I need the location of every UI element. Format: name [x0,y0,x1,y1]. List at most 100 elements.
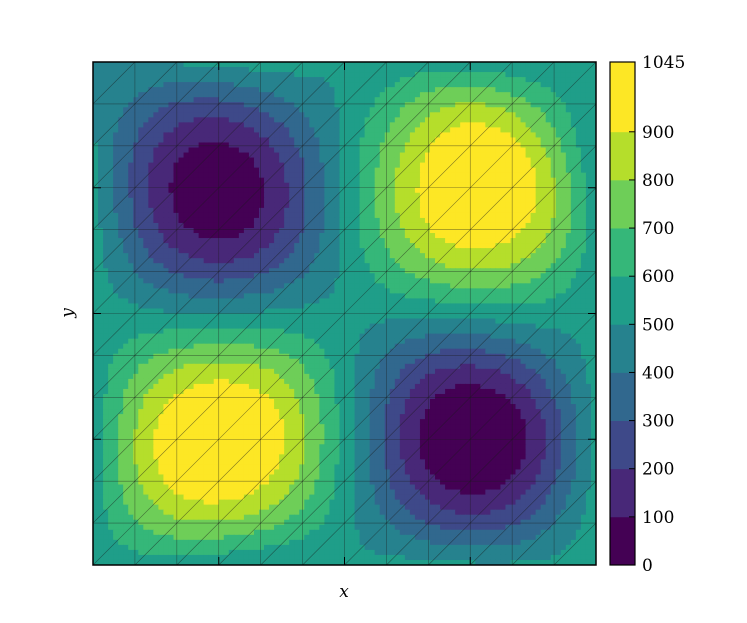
contour-cell [173,62,180,68]
contour-cell [389,77,396,83]
contour-cell [535,182,542,189]
contour-cell [455,192,461,199]
contour-cell [485,182,491,189]
contour-cell [133,217,139,224]
contour-cell [490,107,496,113]
contour-cell [394,142,401,149]
contour-cell [118,87,124,93]
contour-cell [138,243,144,249]
contour-cell [580,87,587,93]
contour-cell [505,293,512,300]
contour-cell [248,122,255,128]
contour-cell [123,107,129,113]
contour-cell [123,67,129,73]
contour-cell [243,233,250,239]
contour-cell [223,112,230,118]
contour-cell [304,92,310,98]
contour-cell [404,238,411,244]
contour-cell [238,127,245,134]
contour-cell [580,222,587,229]
contour-cell [93,212,99,219]
contour-cell [575,162,582,169]
contour-cell [213,142,220,149]
contour-cell [490,77,496,83]
contour-cell [545,293,552,300]
contour-cell [475,263,481,269]
contour-cell [590,117,596,123]
contour-cell [264,222,270,229]
contour-cell [485,263,491,269]
contour-cell [530,212,537,219]
contour-cell [379,112,386,118]
contour-cell [580,77,587,83]
contour-cell [138,167,144,174]
contour-cell [334,182,341,189]
contour-cell [590,197,596,204]
contour-cell [470,222,476,229]
contour-cell [535,127,542,134]
contour-cell [430,112,436,118]
contour-cell [138,308,144,315]
contour-cell [344,97,351,103]
contour-cell [530,207,537,214]
contour-cell [460,243,466,249]
contour-cell [208,197,215,204]
contour-cell [228,77,235,83]
contour-cell [93,147,99,154]
contour-cell [590,202,596,209]
contour-cell [289,152,295,159]
contour-cell [344,202,351,209]
contour-cell [289,172,295,179]
contour-cell [213,82,220,88]
contour-cell [228,187,235,194]
contour-cell [143,87,149,93]
contour-cell [188,92,195,98]
contour-cell [535,207,542,214]
contour-cell [419,62,426,68]
contour-cell [344,268,351,274]
contour-cell [515,212,522,219]
contour-cell [399,82,406,88]
contour-cell [409,167,416,174]
contour-cell [339,62,346,68]
contour-cell [304,117,310,123]
contour-cell [183,62,190,68]
contour-cell [253,182,260,189]
contour-cell [419,212,426,219]
contour-cell [374,243,381,249]
contour-cell [520,283,527,289]
contour-cell [409,217,416,224]
contour-cell [158,87,165,93]
contour-cell [178,62,185,68]
contour-cell [450,157,456,164]
contour-cell [414,248,421,254]
contour-cell [374,152,381,159]
contour-cell [188,117,195,123]
contour-cell [545,182,552,189]
contour-cell [329,132,336,139]
contour-cell [218,147,225,154]
contour-cell [143,67,149,73]
contour-cell [485,147,491,154]
contour-cell [530,227,537,234]
contour-cell [153,192,159,199]
contour-cell [530,167,537,174]
contour-cell [238,278,245,284]
contour-cell [123,152,129,159]
contour-cell [329,288,336,294]
contour-cell [133,172,139,179]
contour-cell [329,308,336,315]
contour-cell [445,87,451,93]
contour-cell [168,248,175,254]
contour-cell [585,212,592,219]
contour-cell [324,212,331,219]
contour-cell [399,283,406,289]
contour-cell [339,288,346,294]
contour-cell [500,127,507,134]
contour-cell [93,268,99,274]
contour-cell [173,187,180,194]
contour-cell [515,122,522,128]
contour-cell [163,268,170,274]
contour-cell [113,298,119,305]
contour-cell [289,227,295,234]
